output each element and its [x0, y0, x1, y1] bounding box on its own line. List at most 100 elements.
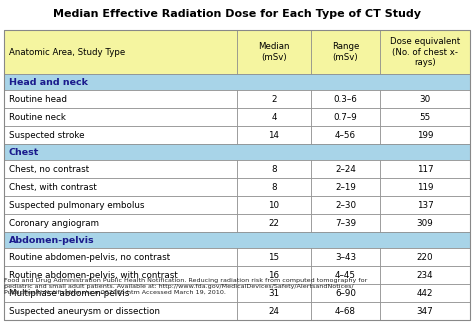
- Bar: [380, 248, 470, 266]
- Bar: [380, 178, 470, 196]
- Bar: [380, 302, 470, 320]
- Bar: [237, 284, 311, 302]
- Text: 6–90: 6–90: [335, 289, 356, 298]
- Text: Multiphase abdomen-pelvis: Multiphase abdomen-pelvis: [9, 289, 129, 298]
- Bar: [380, 284, 470, 302]
- Text: Abdomen-pelvis: Abdomen-pelvis: [9, 235, 95, 244]
- Text: Anatomic Area, Study Type: Anatomic Area, Study Type: [9, 48, 125, 56]
- Bar: [311, 284, 380, 302]
- Bar: [237, 108, 311, 126]
- Text: 55: 55: [419, 112, 430, 121]
- Bar: [311, 214, 380, 232]
- Text: 0.3–6: 0.3–6: [334, 94, 357, 103]
- Bar: [4, 302, 237, 320]
- Text: 442: 442: [417, 289, 433, 298]
- Bar: [311, 160, 380, 178]
- Bar: [4, 74, 470, 90]
- Text: 7–39: 7–39: [335, 219, 356, 228]
- Text: 8: 8: [271, 183, 277, 192]
- Text: 119: 119: [417, 183, 433, 192]
- Text: Suspected pulmonary embolus: Suspected pulmonary embolus: [9, 201, 145, 210]
- Bar: [380, 160, 470, 178]
- Text: 4–56: 4–56: [335, 130, 356, 139]
- Text: 4: 4: [271, 112, 277, 121]
- Text: 234: 234: [417, 270, 433, 279]
- Bar: [237, 214, 311, 232]
- Bar: [4, 160, 237, 178]
- Bar: [4, 248, 237, 266]
- Text: 4–68: 4–68: [335, 307, 356, 316]
- Bar: [380, 30, 470, 74]
- Text: Suspected aneurysm or dissection: Suspected aneurysm or dissection: [9, 307, 160, 316]
- Text: 2–24: 2–24: [335, 165, 356, 174]
- Bar: [4, 108, 237, 126]
- Bar: [311, 302, 380, 320]
- Bar: [4, 30, 237, 74]
- Bar: [4, 126, 237, 144]
- Text: 3–43: 3–43: [335, 252, 356, 261]
- Bar: [4, 214, 237, 232]
- Text: 31: 31: [268, 289, 280, 298]
- Text: 117: 117: [417, 165, 433, 174]
- Text: Suspected stroke: Suspected stroke: [9, 130, 84, 139]
- Bar: [237, 248, 311, 266]
- Text: Routine abdomen-pelvis, with contrast: Routine abdomen-pelvis, with contrast: [9, 270, 178, 279]
- Text: 10: 10: [268, 201, 280, 210]
- Bar: [237, 302, 311, 320]
- Text: 2–19: 2–19: [335, 183, 356, 192]
- Text: Routine head: Routine head: [9, 94, 67, 103]
- Bar: [311, 108, 380, 126]
- Bar: [380, 196, 470, 214]
- Text: Routine abdomen-pelvis, no contrast: Routine abdomen-pelvis, no contrast: [9, 252, 170, 261]
- Bar: [4, 284, 237, 302]
- Text: 137: 137: [417, 201, 433, 210]
- Text: Chest: Chest: [9, 147, 39, 156]
- Text: Chest, with contrast: Chest, with contrast: [9, 183, 97, 192]
- Bar: [4, 90, 237, 108]
- Bar: [380, 266, 470, 284]
- Bar: [380, 214, 470, 232]
- Text: 347: 347: [417, 307, 433, 316]
- Text: 0.7–9: 0.7–9: [334, 112, 357, 121]
- Bar: [4, 232, 470, 248]
- Text: 220: 220: [417, 252, 433, 261]
- Bar: [311, 248, 380, 266]
- Bar: [380, 90, 470, 108]
- Text: 2: 2: [271, 94, 277, 103]
- Text: 15: 15: [268, 252, 280, 261]
- Bar: [4, 178, 237, 196]
- Text: Dose equivalent
(No. of chest x-
rays): Dose equivalent (No. of chest x- rays): [390, 37, 460, 67]
- Bar: [237, 196, 311, 214]
- Bar: [311, 178, 380, 196]
- Bar: [4, 196, 237, 214]
- Bar: [311, 266, 380, 284]
- Text: Routine neck: Routine neck: [9, 112, 66, 121]
- Text: 30: 30: [419, 94, 430, 103]
- Bar: [311, 126, 380, 144]
- Bar: [237, 30, 311, 74]
- Text: Coronary angiogram: Coronary angiogram: [9, 219, 99, 228]
- Text: Head and neck: Head and neck: [9, 78, 88, 87]
- Text: 199: 199: [417, 130, 433, 139]
- Text: Food and Drug Administration Public Health Notification. Reducing radiation risk: Food and Drug Administration Public Heal…: [4, 278, 367, 295]
- Text: Median
(mSv): Median (mSv): [258, 42, 290, 62]
- Bar: [4, 266, 237, 284]
- Text: 24: 24: [268, 307, 280, 316]
- Bar: [237, 178, 311, 196]
- Text: 2–30: 2–30: [335, 201, 356, 210]
- Text: 14: 14: [268, 130, 280, 139]
- Text: Median Effective Radiation Dose for Each Type of CT Study: Median Effective Radiation Dose for Each…: [53, 9, 421, 19]
- Bar: [311, 196, 380, 214]
- Text: 16: 16: [268, 270, 280, 279]
- Text: 309: 309: [417, 219, 433, 228]
- Bar: [380, 126, 470, 144]
- Text: 4–45: 4–45: [335, 270, 356, 279]
- Bar: [237, 90, 311, 108]
- Bar: [311, 30, 380, 74]
- Bar: [237, 266, 311, 284]
- Bar: [311, 90, 380, 108]
- Text: Chest, no contrast: Chest, no contrast: [9, 165, 89, 174]
- Bar: [4, 144, 470, 160]
- Text: 8: 8: [271, 165, 277, 174]
- Text: 22: 22: [268, 219, 280, 228]
